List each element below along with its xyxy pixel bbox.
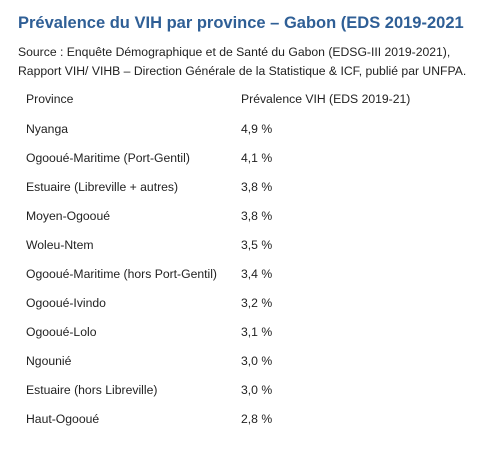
province-cell: Woleu-Ntem — [26, 237, 94, 252]
province-cell: Ogooué-Maritime (hors Port-Gentil) — [26, 266, 217, 281]
province-cell: Ogooué-Lolo — [26, 324, 97, 339]
province-cell: Ogooué-Maritime (Port-Gentil) — [26, 150, 190, 165]
table-row: Ogooué-Maritime (hors Port-Gentil) 3,4 % — [26, 259, 441, 288]
table-row: Woleu-Ntem 3,5 % — [26, 230, 441, 259]
table-row: Ogooué-Ivindo 3,2 % — [26, 288, 441, 317]
prevalence-cell: 3,2 % — [241, 295, 273, 310]
province-cell: Haut-Ogooué — [26, 411, 100, 426]
prevalence-cell: 2,8 % — [241, 411, 273, 426]
table-row: Nyanga 4,9 % — [26, 114, 441, 143]
prevalence-cell: 3,8 % — [241, 179, 273, 194]
source-note: Source : Enquête Démographique et de San… — [18, 45, 467, 78]
province-cell: Ogooué-Ivindo — [26, 295, 106, 310]
table-row: Haut-Ogooué 2,8 % — [26, 404, 441, 433]
table-row: Ngounié 3,0 % — [26, 346, 441, 375]
header-prevalence: Prévalence VIH (EDS 2019-21) — [241, 92, 411, 106]
prevalence-cell: 3,5 % — [241, 237, 273, 252]
table-row: Estuaire (Libreville + autres) 3,8 % — [26, 172, 441, 201]
table-row: Ogooué-Maritime (Port-Gentil) 4,1 % — [26, 143, 441, 172]
prevalence-cell: 4,9 % — [241, 121, 273, 136]
prevalence-table: Province Prévalence VIH (EDS 2019-21) Ny… — [26, 92, 441, 433]
province-cell: Nyanga — [26, 121, 69, 136]
prevalence-cell: 3,4 % — [241, 266, 273, 281]
prevalence-cell: 4,1 % — [241, 150, 273, 165]
province-cell: Estuaire (hors Libreville) — [26, 382, 158, 397]
table-row: Moyen-Ogooué 3,8 % — [26, 201, 441, 230]
prevalence-cell: 3,0 % — [241, 382, 273, 397]
table-row: Estuaire (hors Libreville) 3,0 % — [26, 375, 441, 404]
table-header-row: Province Prévalence VIH (EDS 2019-21) — [26, 92, 441, 114]
province-cell: Moyen-Ogooué — [26, 208, 111, 223]
province-cell: Estuaire (Libreville + autres) — [26, 179, 179, 194]
province-cell: Ngounié — [26, 353, 72, 368]
table-row: Ogooué-Lolo 3,1 % — [26, 317, 441, 346]
prevalence-cell: 3,0 % — [241, 353, 273, 368]
prevalence-cell: 3,1 % — [241, 324, 273, 339]
page-title: Prévalence du VIH par province – Gabon (… — [18, 14, 464, 32]
prevalence-cell: 3,8 % — [241, 208, 273, 223]
header-province: Province — [26, 92, 74, 106]
